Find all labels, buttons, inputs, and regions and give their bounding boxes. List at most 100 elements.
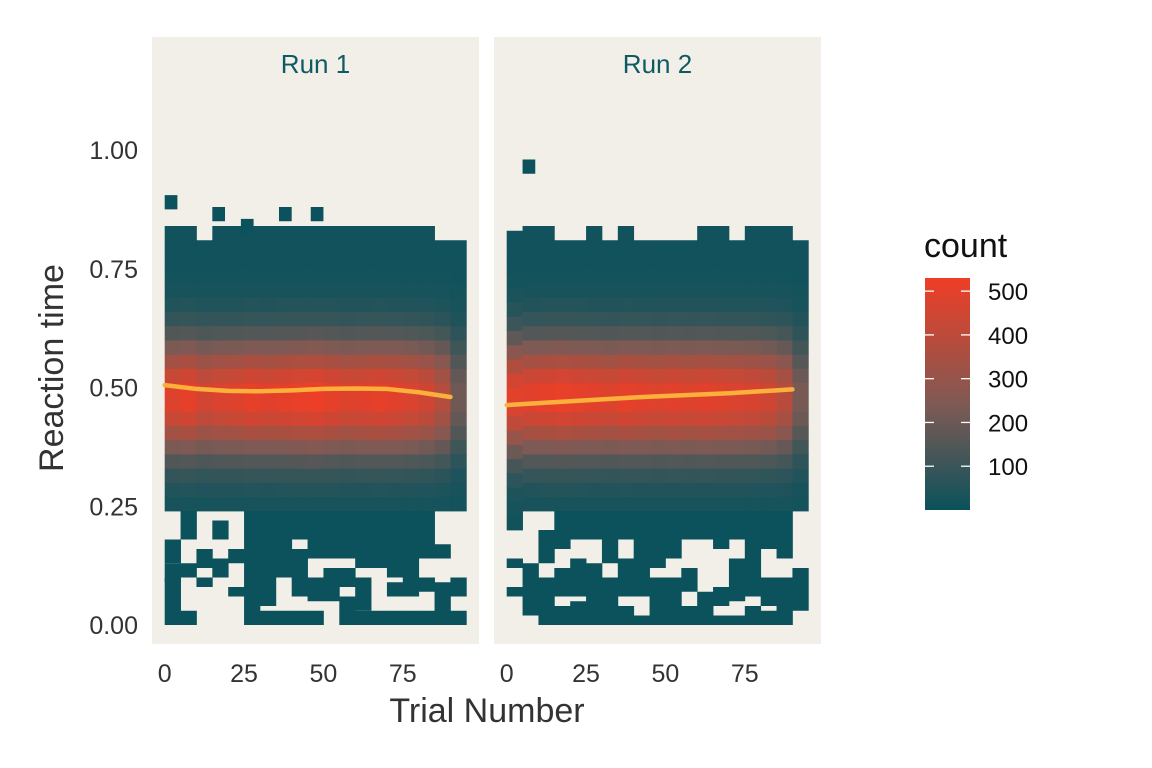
x-tick-label: 0: [500, 660, 514, 688]
heatmap-bin: [538, 268, 555, 284]
legend-tick-label: 100: [988, 454, 1028, 481]
heatmap-bin: [744, 425, 762, 441]
heatmap-bin: [386, 268, 404, 284]
heatmap-bin: [418, 268, 435, 284]
heatmap-bin: [713, 311, 730, 327]
heatmap-bin: [402, 226, 420, 241]
heatmap-bin: [506, 245, 523, 260]
heatmap-bin: [554, 568, 571, 597]
heatmap-bin: [164, 425, 181, 441]
heatmap-bin: [617, 454, 635, 469]
heatmap-bin: [164, 226, 181, 241]
heatmap-bin: [538, 297, 555, 312]
heatmap-bin: [681, 482, 698, 498]
heatmap-bin: [259, 511, 277, 606]
heatmap-bin: [339, 425, 356, 441]
heatmap-bin: [164, 496, 181, 512]
heatmap-bin: [307, 577, 324, 602]
heatmap-bin: [259, 240, 277, 255]
heatmap-bin: [570, 425, 587, 441]
heatmap-bin: [291, 268, 308, 284]
heatmap-bin: [275, 254, 293, 270]
heatmap-bin: [386, 454, 404, 469]
heatmap-bin: [633, 283, 650, 298]
heatmap-bin: [538, 425, 555, 441]
heatmap-bin: [649, 368, 666, 384]
heatmap-bin: [538, 482, 555, 498]
heatmap-bin: [522, 311, 539, 327]
heatmap-bin: [633, 468, 650, 483]
heatmap-bin: [538, 311, 555, 327]
heatmap-bin: [323, 425, 340, 441]
heatmap-bin: [196, 397, 213, 412]
heatmap-bin: [307, 397, 324, 412]
heatmap-bin: [728, 468, 746, 483]
heatmap-bin: [307, 425, 324, 441]
heatmap-bin: [792, 468, 809, 483]
heatmap-bin: [418, 325, 435, 341]
heatmap-bin: [760, 240, 777, 255]
heatmap-bin: [228, 297, 245, 312]
heatmap-bin: [792, 596, 809, 611]
heatmap-bin: [307, 311, 324, 327]
heatmap-bin: [633, 411, 650, 426]
heatmap-bin: [259, 454, 277, 469]
heatmap-bin: [697, 254, 714, 270]
heatmap-bin: [538, 340, 555, 355]
heatmap-bin: [323, 226, 340, 241]
heatmap-bin: [744, 297, 762, 312]
heatmap-bin: [402, 468, 420, 483]
heatmap-bin: [259, 354, 277, 369]
heatmap-bin: [212, 482, 229, 498]
heatmap-bin: [713, 368, 730, 384]
heatmap-bin: [259, 397, 277, 412]
heatmap-bin: [164, 397, 181, 412]
heatmap-bin: [601, 439, 619, 455]
heatmap-bin: [212, 340, 229, 355]
heatmap-bin: [307, 354, 324, 369]
heatmap-bin: [212, 454, 229, 469]
heatmap-bin: [744, 454, 762, 469]
heatmap-bin: [196, 468, 213, 483]
heatmap-bin: [776, 354, 793, 369]
heatmap-bin: [355, 468, 372, 483]
heatmap-bin: [275, 240, 293, 255]
heatmap-bin: [450, 496, 467, 512]
facet-panels: Run 1 Run 2: [152, 37, 821, 644]
heatmap-bin: [275, 511, 293, 578]
heatmap-bin: [323, 340, 340, 355]
heatmap-bin: [228, 397, 245, 412]
heatmap-bin: [506, 359, 523, 374]
heatmap-bin: [617, 254, 635, 270]
heatmap-bin: [760, 397, 777, 412]
heatmap-bin: [386, 311, 404, 327]
heatmap-bin: [244, 482, 261, 498]
heatmap-bin: [760, 425, 777, 441]
heatmap-bin: [522, 368, 539, 384]
heatmap-bin: [291, 549, 308, 597]
heatmap-bin: [434, 425, 451, 441]
heatmap-bin: [291, 226, 308, 241]
heatmap-bin: [180, 610, 197, 625]
heatmap-bin: [212, 425, 229, 441]
heatmap-bin: [538, 368, 555, 384]
heatmap-bin: [760, 226, 777, 241]
heatmap-bin: [601, 411, 619, 426]
heatmap-bin: [212, 311, 229, 327]
heatmap-bin: [554, 240, 571, 255]
heatmap-bin: [713, 511, 730, 549]
heatmap-bin: [554, 311, 571, 327]
heatmap-bin: [522, 340, 539, 355]
heatmap-bin: [744, 325, 762, 341]
heatmap-bin: [307, 411, 324, 426]
heatmap-bin: [649, 311, 666, 327]
heatmap-bin: [538, 254, 555, 270]
heatmap-bin: [792, 240, 809, 255]
heatmap-bin: [506, 330, 523, 346]
heatmap-bin: [164, 439, 181, 455]
heatmap-bin: [291, 340, 308, 355]
heatmap-bin: [386, 482, 404, 498]
heatmap-bin: [180, 297, 197, 312]
heatmap-bin: [586, 311, 603, 327]
heatmap-bin: [450, 368, 467, 384]
